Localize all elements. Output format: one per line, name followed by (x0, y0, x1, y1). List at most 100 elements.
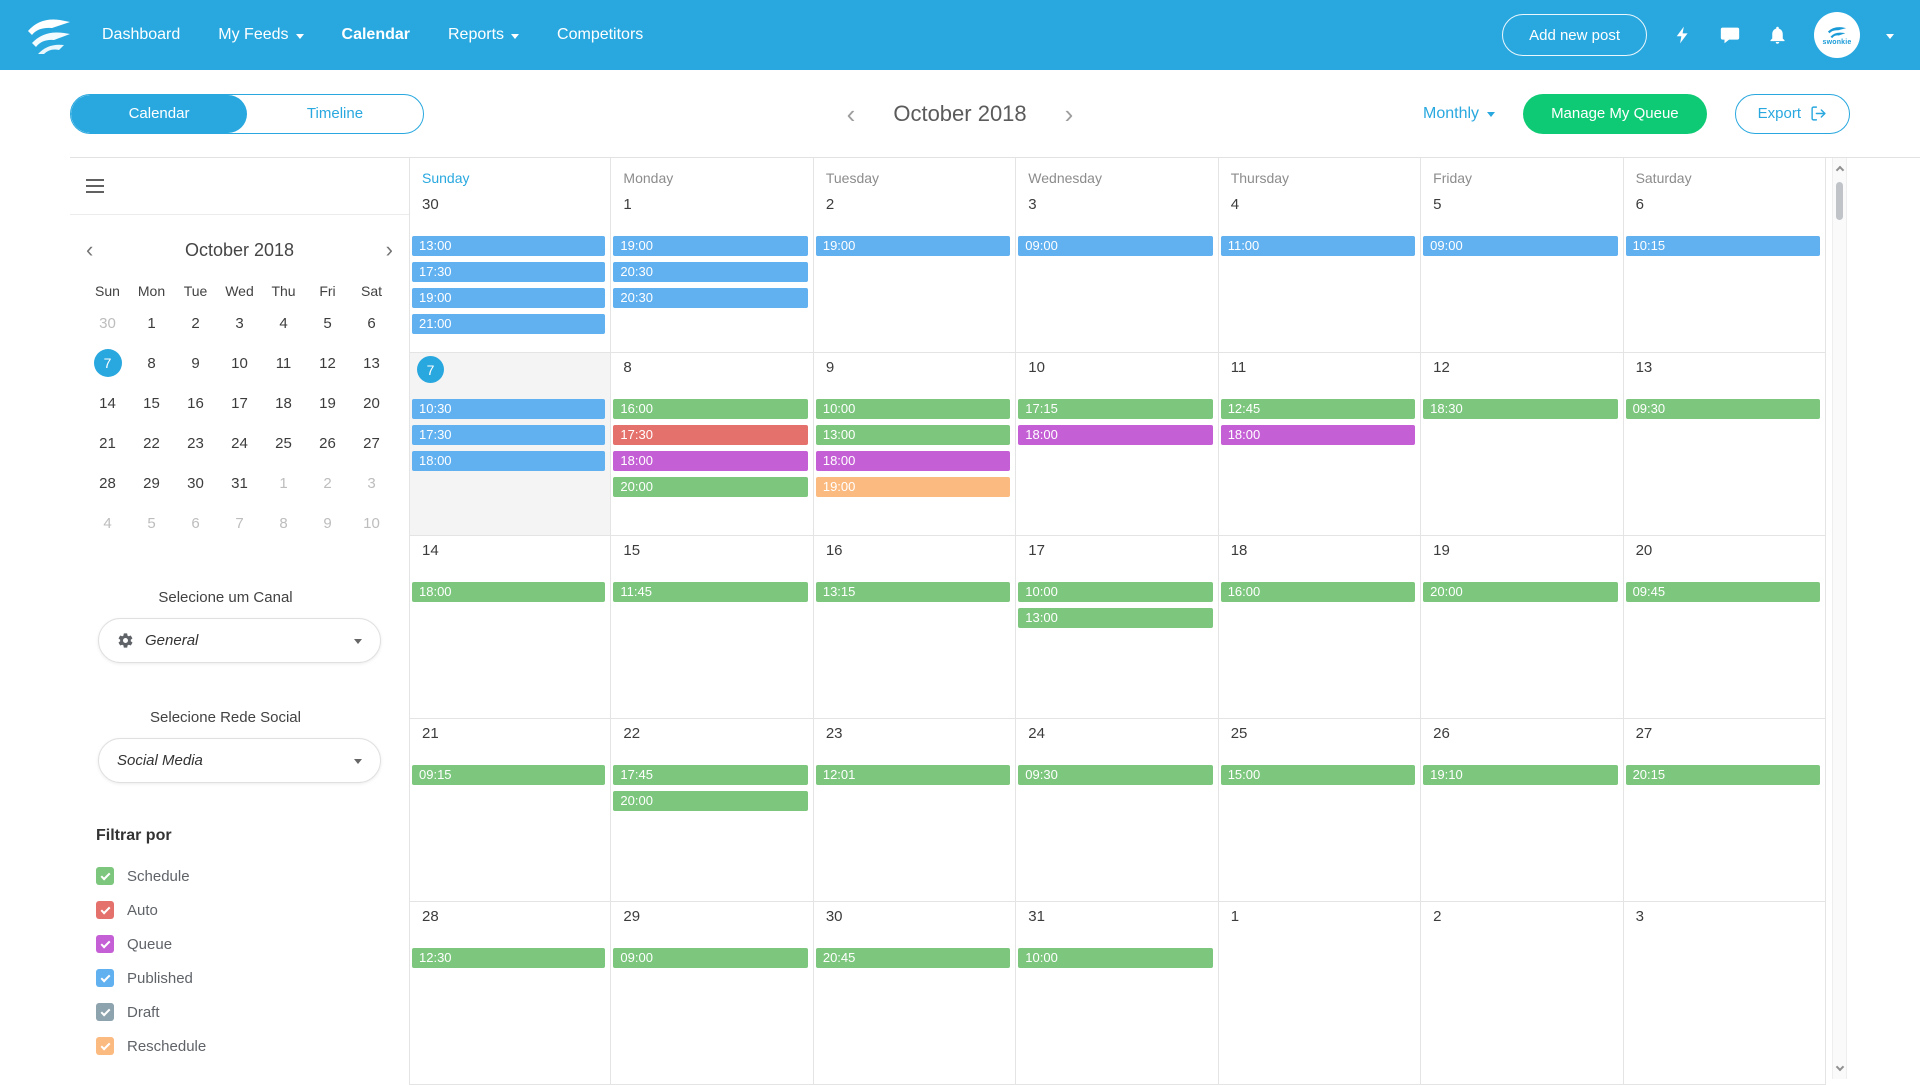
event-schedule[interactable]: 09:00 (613, 948, 808, 968)
mini-date[interactable]: 10 (231, 354, 248, 372)
checkbox-schedule[interactable] (96, 867, 114, 885)
mini-date[interactable]: 30 (99, 314, 116, 332)
mini-date[interactable]: 5 (147, 514, 156, 532)
event-published[interactable]: 10:30 (412, 399, 606, 419)
event-schedule[interactable]: 12:30 (412, 948, 606, 968)
calendar-cell[interactable]: 19 20:00 (1421, 536, 1624, 719)
event-schedule[interactable]: 19:10 (1423, 765, 1618, 785)
event-schedule[interactable]: 20:00 (613, 477, 808, 497)
event-schedule[interactable]: 13:00 (815, 425, 1011, 445)
event-schedule[interactable]: 16:00 (613, 399, 808, 419)
calendar-cell[interactable]: 30 20:45 (813, 902, 1017, 1085)
calendar-cell[interactable]: 14 18:00 (409, 536, 612, 719)
mini-date[interactable]: 28 (99, 474, 116, 492)
account-menu-chevron-icon[interactable] (1886, 33, 1894, 39)
mini-date[interactable]: 4 (103, 514, 112, 532)
event-schedule[interactable]: 16:00 (1220, 582, 1416, 602)
event-schedule[interactable]: 18:00 (412, 582, 606, 602)
add-new-post-button[interactable]: Add new post (1502, 14, 1647, 56)
boost-icon[interactable] (1673, 24, 1693, 46)
event-published[interactable]: 21:00 (412, 314, 606, 334)
event-schedule[interactable]: 11:45 (613, 582, 808, 602)
event-schedule[interactable]: 15:00 (1220, 765, 1416, 785)
mini-date[interactable]: 3 (367, 474, 376, 492)
event-schedule[interactable]: 13:00 (1018, 608, 1213, 628)
checkbox-queue[interactable] (96, 935, 114, 953)
mini-date[interactable]: 3 (235, 314, 244, 332)
mini-date[interactable]: 30 (187, 474, 204, 492)
calendar-view-button[interactable]: Calendar (71, 94, 247, 133)
mini-date[interactable]: 18 (275, 394, 292, 412)
calendar-cell[interactable]: 7 10:30 17:30 18:00 (409, 353, 612, 536)
event-published[interactable]: 13:00 (412, 236, 606, 256)
calendar-cell[interactable]: 27 20:15 (1623, 719, 1826, 902)
mini-date[interactable]: 6 (367, 314, 376, 332)
mini-date[interactable]: 27 (363, 434, 380, 452)
period-select[interactable]: Monthly (1423, 105, 1496, 123)
mini-date[interactable]: 24 (231, 434, 248, 452)
event-published[interactable]: 10:15 (1625, 236, 1820, 256)
calendar-cell[interactable]: Saturday 6 10:15 (1623, 158, 1826, 353)
calendar-cell[interactable]: 22 17:45 20:00 (611, 719, 814, 902)
manage-queue-button[interactable]: Manage My Queue (1523, 93, 1707, 134)
vertical-scrollbar[interactable] (1832, 158, 1847, 1079)
event-published[interactable]: 20:30 (613, 288, 808, 308)
calendar-cell[interactable]: Friday 5 09:00 (1421, 158, 1624, 353)
event-schedule[interactable]: 10:00 (815, 399, 1011, 419)
event-schedule[interactable]: 09:30 (1625, 399, 1820, 419)
calendar-cell[interactable]: 21 09:15 (409, 719, 612, 902)
mini-date[interactable]: 29 (143, 474, 160, 492)
filter-item-reschedule[interactable]: Reschedule (70, 1029, 409, 1063)
calendar-cell[interactable]: 8 16:00 17:30 18:00 20:00 (611, 353, 814, 536)
mini-date[interactable]: 19 (319, 394, 336, 412)
calendar-cell[interactable]: 12 18:30 (1421, 353, 1624, 536)
calendar-cell[interactable]: 9 10:00 13:00 18:00 19:00 (813, 353, 1017, 536)
event-schedule[interactable]: 12:01 (815, 765, 1011, 785)
calendar-cell[interactable]: 3 (1623, 902, 1826, 1085)
calendar-cell[interactable]: 29 09:00 (611, 902, 814, 1085)
mini-date[interactable]: 23 (187, 434, 204, 452)
calendar-cell[interactable]: 24 09:30 (1016, 719, 1219, 902)
mini-date[interactable]: 7 (235, 514, 244, 532)
mini-date[interactable]: 20 (363, 394, 380, 412)
calendar-cell[interactable]: 26 19:10 (1421, 719, 1624, 902)
checkbox-auto[interactable] (96, 901, 114, 919)
event-schedule[interactable]: 17:15 (1018, 399, 1213, 419)
mini-date[interactable]: 25 (275, 434, 292, 452)
event-reschedule[interactable]: 19:00 (815, 477, 1011, 497)
mini-date[interactable]: 17 (231, 394, 248, 412)
user-avatar[interactable]: swonkie (1814, 12, 1860, 58)
event-schedule[interactable]: 20:45 (815, 948, 1011, 968)
event-published[interactable]: 17:30 (412, 262, 606, 282)
scroll-down-icon[interactable] (1835, 1062, 1845, 1072)
mini-date[interactable]: 16 (187, 394, 204, 412)
calendar-cell[interactable]: 25 15:00 (1218, 719, 1422, 902)
calendar-cell[interactable]: 13 09:30 (1623, 353, 1826, 536)
calendar-cell[interactable]: Thursday 4 11:00 (1218, 158, 1422, 353)
calendar-cell[interactable]: Monday 1 19:00 20:30 20:30 (611, 158, 814, 353)
mini-date[interactable]: 15 (143, 394, 160, 412)
mini-date[interactable]: 14 (99, 394, 116, 412)
mini-date[interactable]: 21 (99, 434, 116, 452)
calendar-cell[interactable]: 20 09:45 (1623, 536, 1826, 719)
mini-date[interactable]: 4 (279, 314, 288, 332)
event-queue[interactable]: 18:00 (1220, 425, 1416, 445)
event-published[interactable]: 09:00 (1018, 236, 1213, 256)
event-schedule[interactable]: 09:15 (412, 765, 606, 785)
filter-item-draft[interactable]: Draft (70, 995, 409, 1029)
mini-date[interactable]: 9 (323, 514, 332, 532)
checkbox-published[interactable] (96, 969, 114, 987)
filter-item-auto[interactable]: Auto (70, 893, 409, 927)
mini-date[interactable]: 2 (323, 474, 332, 492)
event-schedule[interactable]: 20:00 (613, 791, 808, 811)
calendar-cell[interactable]: 1 (1218, 902, 1422, 1085)
calendar-cell[interactable]: Tuesday 2 19:00 (813, 158, 1017, 353)
calendar-cell[interactable]: 11 12:45 18:00 (1218, 353, 1422, 536)
event-queue[interactable]: 18:00 (1018, 425, 1213, 445)
filter-item-published[interactable]: Published (70, 961, 409, 995)
event-published[interactable]: 19:00 (412, 288, 606, 308)
calendar-cell[interactable]: 17 10:00 13:00 (1016, 536, 1219, 719)
event-schedule[interactable]: 10:00 (1018, 948, 1213, 968)
nav-item-reports[interactable]: Reports (448, 26, 520, 44)
network-select[interactable]: Social Media (98, 738, 381, 783)
